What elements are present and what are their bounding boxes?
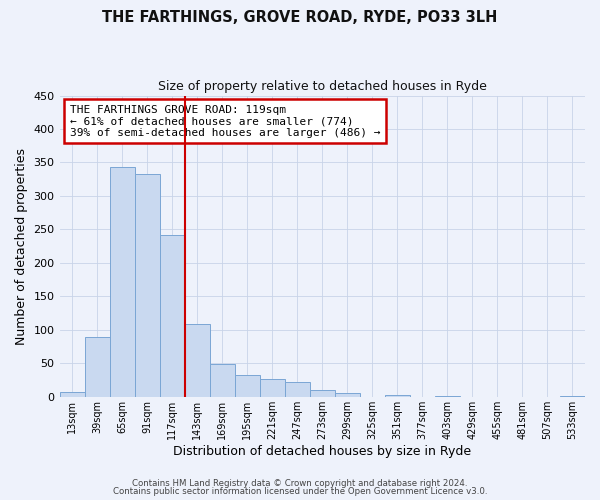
Bar — [185, 324, 209, 397]
Bar — [59, 392, 85, 397]
Bar — [260, 378, 285, 397]
Bar — [335, 394, 360, 397]
Bar — [560, 396, 585, 397]
Bar — [209, 364, 235, 397]
Text: THE FARTHINGS GROVE ROAD: 119sqm
← 61% of detached houses are smaller (774)
39% : THE FARTHINGS GROVE ROAD: 119sqm ← 61% o… — [70, 104, 380, 138]
Bar — [235, 374, 260, 397]
Bar — [110, 166, 134, 397]
Title: Size of property relative to detached houses in Ryde: Size of property relative to detached ho… — [158, 80, 487, 93]
Bar — [160, 235, 185, 397]
Bar — [435, 396, 460, 397]
X-axis label: Distribution of detached houses by size in Ryde: Distribution of detached houses by size … — [173, 444, 472, 458]
Text: Contains HM Land Registry data © Crown copyright and database right 2024.: Contains HM Land Registry data © Crown c… — [132, 478, 468, 488]
Text: Contains public sector information licensed under the Open Government Licence v3: Contains public sector information licen… — [113, 487, 487, 496]
Y-axis label: Number of detached properties: Number of detached properties — [15, 148, 28, 344]
Bar — [310, 390, 335, 397]
Bar — [134, 174, 160, 397]
Bar — [285, 382, 310, 397]
Text: THE FARTHINGS, GROVE ROAD, RYDE, PO33 3LH: THE FARTHINGS, GROVE ROAD, RYDE, PO33 3L… — [103, 10, 497, 25]
Bar — [385, 396, 410, 397]
Bar — [85, 337, 110, 397]
